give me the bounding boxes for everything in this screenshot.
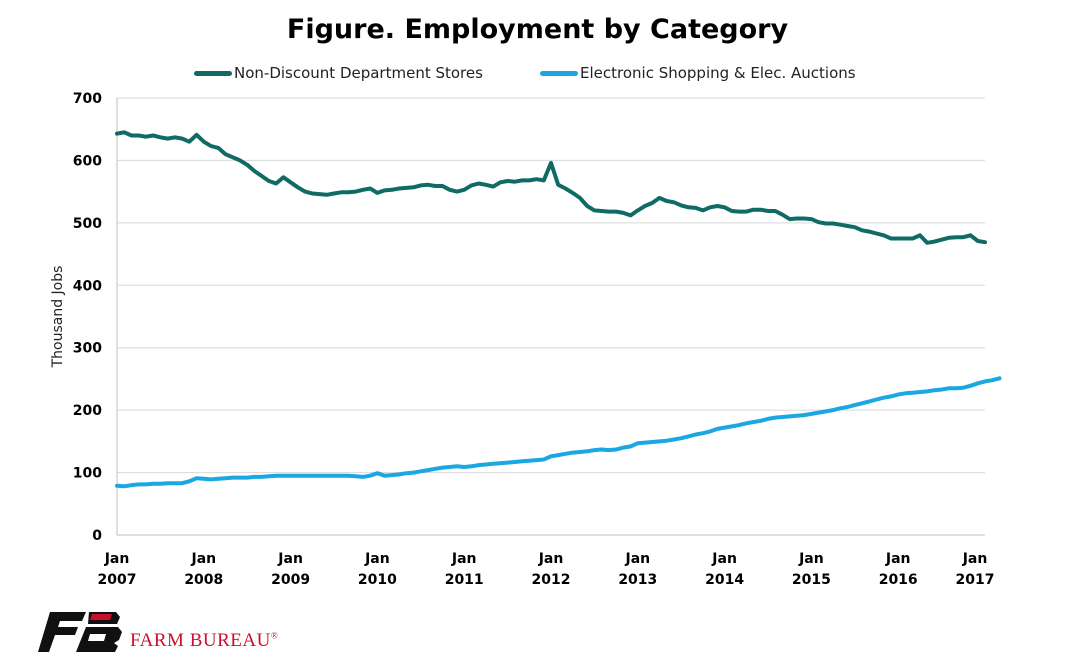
legend-item-series-2: Electronic Shopping & Elec. Auctions <box>540 64 856 82</box>
x-tick-label-month: Jan <box>277 551 303 567</box>
x-tick-label-month: Jan <box>798 551 824 567</box>
series-line-1 <box>115 130 987 245</box>
x-tick-label-year: 2017 <box>956 572 995 588</box>
x-tick-label-year: 2015 <box>792 572 831 588</box>
series-line-2 <box>115 376 1002 489</box>
y-tick-label: 100 <box>73 466 102 482</box>
chart-title: Figure. Employment by Category <box>286 14 789 45</box>
chart-legend: Non-Discount Department Stores Electroni… <box>0 64 1075 88</box>
y-tick-label: 400 <box>73 278 102 294</box>
y-tick-label: 700 <box>73 91 102 107</box>
x-tick-label-year: 2016 <box>879 572 918 588</box>
y-tick-label: 500 <box>73 216 102 232</box>
x-tick-label-year: 2014 <box>705 572 744 588</box>
brand-name: FARM BUREAU® <box>130 630 278 652</box>
x-tick-label-month: Jan <box>364 551 390 567</box>
x-tick-label-year: 2008 <box>184 572 223 588</box>
farm-bureau-logo <box>38 612 122 652</box>
y-tick-label: 0 <box>92 528 102 544</box>
y-tick-label: 200 <box>73 403 102 419</box>
y-axis-label: Thousand Jobs <box>50 266 66 369</box>
x-tick-label-year: 2009 <box>271 572 310 588</box>
x-tick-label-month: Jan <box>962 551 988 567</box>
x-tick-label-month: Jan <box>538 551 564 567</box>
x-tick-label-month: Jan <box>104 551 130 567</box>
legend-label-series-1: Non-Discount Department Stores <box>234 64 483 82</box>
x-tick-label-year: 2007 <box>98 572 137 588</box>
x-tick-label-month: Jan <box>885 551 911 567</box>
x-tick-label-month: Jan <box>624 551 650 567</box>
x-tick-label-month: Jan <box>711 551 737 567</box>
x-tick-label-year: 2013 <box>618 572 657 588</box>
x-tick-label-month: Jan <box>451 551 477 567</box>
brand-name-text: FARM BUREAU <box>130 630 271 651</box>
y-tick-label: 600 <box>73 153 102 169</box>
legend-swatch-series-2 <box>540 70 578 76</box>
legend-label-series-2: Electronic Shopping & Elec. Auctions <box>580 64 856 82</box>
brand-registered-mark: ® <box>270 630 279 641</box>
y-tick-label: 300 <box>73 341 102 357</box>
x-tick-label-year: 2012 <box>532 572 571 588</box>
x-tick-label-year: 2011 <box>445 572 484 588</box>
legend-item-series-1: Non-Discount Department Stores <box>194 64 483 82</box>
x-tick-label-month: Jan <box>190 551 216 567</box>
x-tick-label-year: 2010 <box>358 572 397 588</box>
legend-swatch-series-1 <box>194 70 232 76</box>
